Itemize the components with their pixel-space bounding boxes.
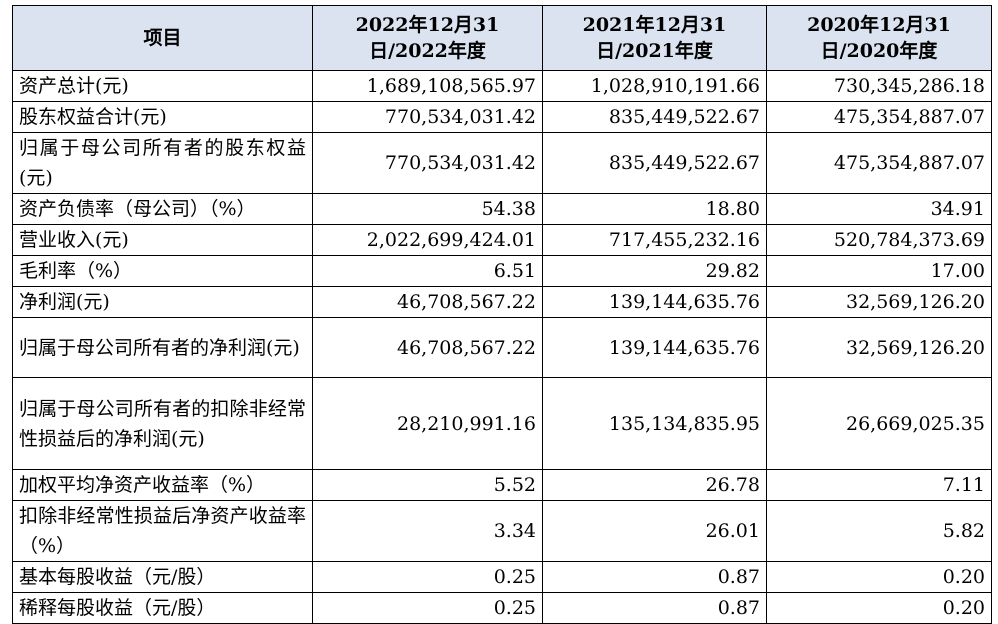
table-row: 股东权益合计(元) 770,534,031.42 835,449,522.67 … xyxy=(12,101,992,133)
value-2022: 6.51 xyxy=(312,255,543,287)
row-label: 扣除非经常性损益后净资产收益率（%） xyxy=(12,500,313,562)
row-label: 归属于母公司所有者的扣除非经常性损益后的净利润(元) xyxy=(12,377,313,470)
row-label: 归属于母公司所有者的净利润(元) xyxy=(12,317,313,378)
value-2020: 34.91 xyxy=(766,193,992,225)
value-2021: 0.87 xyxy=(542,592,767,624)
header-item: 项目 xyxy=(12,5,313,71)
value-2022: 54.38 xyxy=(312,193,543,225)
table-row: 毛利率（%） 6.51 29.82 17.00 xyxy=(12,255,992,287)
financial-summary-table: 项目 2022年12月31日/2022年度 2021年12月31日/2021年度… xyxy=(12,5,992,624)
table-row: 基本每股收益（元/股） 0.25 0.87 0.20 xyxy=(12,561,992,593)
table-row: 加权平均净资产收益率（%） 5.52 26.78 7.11 xyxy=(12,469,992,501)
row-label: 毛利率（%） xyxy=(12,255,313,287)
row-label: 资产总计(元) xyxy=(12,70,313,102)
value-2022: 770,534,031.42 xyxy=(312,132,543,194)
table-header-row: 项目 2022年12月31日/2022年度 2021年12月31日/2021年度… xyxy=(12,5,992,71)
value-2020: 475,354,887.07 xyxy=(766,101,992,133)
row-label: 资产负债率（母公司）（%） xyxy=(12,193,313,225)
value-2021: 139,144,635.76 xyxy=(542,317,767,378)
row-label: 加权平均净资产收益率（%） xyxy=(12,469,313,501)
value-2020: 475,354,887.07 xyxy=(766,132,992,194)
row-label: 净利润(元) xyxy=(12,286,313,318)
value-2022: 2,022,699,424.01 xyxy=(312,224,543,256)
row-label: 稀释每股收益（元/股） xyxy=(12,592,313,624)
value-2020: 0.20 xyxy=(766,561,992,593)
value-2021: 835,449,522.67 xyxy=(542,101,767,133)
value-2022: 1,689,108,565.97 xyxy=(312,70,543,102)
value-2022: 28,210,991.16 xyxy=(312,377,543,470)
header-2021: 2021年12月31日/2021年度 xyxy=(542,5,767,71)
header-2022: 2022年12月31日/2022年度 xyxy=(312,5,543,71)
value-2022: 770,534,031.42 xyxy=(312,101,543,133)
row-label: 营业收入(元) xyxy=(12,224,313,256)
value-2020: 7.11 xyxy=(766,469,992,501)
table-row: 归属于母公司所有者的扣除非经常性损益后的净利润(元) 28,210,991.16… xyxy=(12,377,992,470)
value-2022: 0.25 xyxy=(312,592,543,624)
table-row: 扣除非经常性损益后净资产收益率（%） 3.34 26.01 5.82 xyxy=(12,500,992,562)
table-row: 资产总计(元) 1,689,108,565.97 1,028,910,191.6… xyxy=(12,70,992,102)
value-2021: 135,134,835.95 xyxy=(542,377,767,470)
row-label: 股东权益合计(元) xyxy=(12,101,313,133)
value-2020: 730,345,286.18 xyxy=(766,70,992,102)
value-2020: 520,784,373.69 xyxy=(766,224,992,256)
value-2021: 26.78 xyxy=(542,469,767,501)
table-row: 净利润(元) 46,708,567.22 139,144,635.76 32,5… xyxy=(12,286,992,318)
value-2020: 26,669,025.35 xyxy=(766,377,992,470)
table-row: 营业收入(元) 2,022,699,424.01 717,455,232.16 … xyxy=(12,224,992,256)
header-2020: 2020年12月31日/2020年度 xyxy=(766,5,992,71)
value-2021: 0.87 xyxy=(542,561,767,593)
value-2021: 139,144,635.76 xyxy=(542,286,767,318)
value-2022: 3.34 xyxy=(312,500,543,562)
table-row: 稀释每股收益（元/股） 0.25 0.87 0.20 xyxy=(12,592,992,624)
table-row: 资产负债率（母公司）（%） 54.38 18.80 34.91 xyxy=(12,193,992,225)
row-label: 归属于母公司所有者的股东权益(元) xyxy=(12,132,313,194)
value-2020: 32,569,126.20 xyxy=(766,317,992,378)
value-2020: 5.82 xyxy=(766,500,992,562)
value-2022: 5.52 xyxy=(312,469,543,501)
value-2021: 29.82 xyxy=(542,255,767,287)
value-2020: 32,569,126.20 xyxy=(766,286,992,318)
value-2022: 46,708,567.22 xyxy=(312,317,543,378)
table-row: 归属于母公司所有者的净利润(元) 46,708,567.22 139,144,6… xyxy=(12,317,992,378)
value-2021: 717,455,232.16 xyxy=(542,224,767,256)
row-label: 基本每股收益（元/股） xyxy=(12,561,313,593)
value-2022: 46,708,567.22 xyxy=(312,286,543,318)
value-2020: 17.00 xyxy=(766,255,992,287)
value-2021: 18.80 xyxy=(542,193,767,225)
value-2021: 835,449,522.67 xyxy=(542,132,767,194)
value-2020: 0.20 xyxy=(766,592,992,624)
table-row: 归属于母公司所有者的股东权益(元) 770,534,031.42 835,449… xyxy=(12,132,992,194)
value-2021: 26.01 xyxy=(542,500,767,562)
value-2022: 0.25 xyxy=(312,561,543,593)
value-2021: 1,028,910,191.66 xyxy=(542,70,767,102)
